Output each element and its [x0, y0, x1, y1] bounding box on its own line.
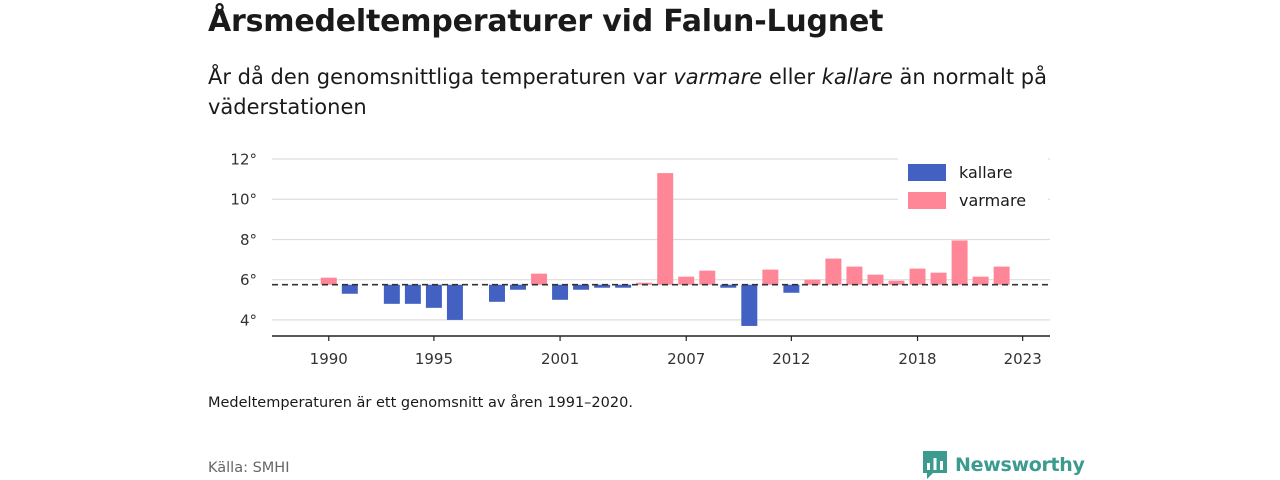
bar-2005: [636, 282, 653, 285]
x-tick-label-1995: 1995: [415, 350, 453, 368]
bar-1995: [425, 284, 442, 308]
x-tick-label-2018: 2018: [898, 350, 936, 368]
bar-2001: [552, 284, 569, 300]
bar-2006: [657, 173, 674, 285]
legend-label-warm: varmare: [959, 191, 1026, 210]
bars: [320, 173, 1010, 326]
bar-2012: [783, 284, 800, 293]
bar-2016: [867, 274, 884, 285]
bar-2015: [846, 266, 863, 285]
bar-2021: [972, 276, 989, 285]
x-tick-label-2001: 2001: [541, 350, 579, 368]
source-credit: Källa: SMHI: [208, 460, 290, 476]
chart-subtitle: År då den genomsnittliga temperaturen va…: [208, 62, 1068, 122]
footnote: Medeltemperaturen är ett genomsnitt av å…: [208, 395, 633, 411]
y-tick-label-4: 4°: [240, 311, 257, 329]
newsworthy-logo: Newsworthy: [922, 450, 1085, 480]
y-tick-label-12: 12°: [230, 151, 257, 169]
y-tick-label-10: 10°: [230, 191, 257, 209]
y-axis-ticks: 4° 6° 8° 10° 12°: [230, 151, 257, 330]
x-tick-label-2007: 2007: [667, 350, 705, 368]
bar-2020: [951, 240, 968, 285]
bar-2007: [678, 276, 695, 285]
subtitle-cold-word: kallare: [821, 65, 893, 89]
bar-2010: [741, 284, 758, 326]
y-tick-label-6: 6°: [240, 271, 257, 289]
subtitle-part1: År då den genomsnittliga temperaturen va…: [208, 65, 674, 89]
y-tick-label-8: 8°: [240, 231, 257, 249]
x-tick-label-2012: 2012: [772, 350, 810, 368]
bar-2013: [804, 279, 821, 285]
legend-label-cold: kallare: [959, 163, 1013, 182]
bar-2022: [993, 266, 1010, 285]
subtitle-part2: eller: [762, 65, 822, 89]
bar-1994: [404, 284, 421, 304]
x-axis: 1990 1995 2001 2007 2012 2018 2023: [272, 335, 1050, 368]
bar-2008: [699, 270, 716, 285]
bar-2011: [762, 269, 779, 285]
bar-2002: [573, 284, 590, 290]
x-tick-label-2023: 2023: [1004, 350, 1042, 368]
subtitle-warm-word: varmare: [673, 65, 763, 89]
bar-1993: [383, 284, 400, 304]
bar-1990: [320, 277, 337, 285]
subtitle-part3: än normalt på väderstationen: [208, 65, 1047, 119]
bar-2018: [909, 268, 926, 285]
legend-swatch-cold: [908, 164, 946, 181]
bar-2019: [930, 272, 947, 285]
chart-title: Årsmedeltemperaturer vid Falun-Lugnet: [208, 4, 884, 39]
legend: kallare varmare: [898, 158, 1048, 216]
bar-2017: [888, 280, 905, 285]
chart-bubble-icon: [923, 451, 947, 479]
legend-swatch-warm: [908, 192, 946, 209]
bar-2003: [594, 284, 611, 288]
x-tick-label-1990: 1990: [310, 350, 348, 368]
bar-2009: [720, 284, 737, 288]
bar-2004: [615, 284, 632, 288]
logo-text: Newsworthy: [955, 454, 1085, 476]
bar-1996: [446, 284, 463, 320]
bar-1991: [341, 284, 358, 294]
bar-1998: [488, 284, 505, 302]
bar-1999: [510, 284, 527, 290]
bar-2000: [531, 273, 548, 285]
bar-2014: [825, 258, 842, 285]
